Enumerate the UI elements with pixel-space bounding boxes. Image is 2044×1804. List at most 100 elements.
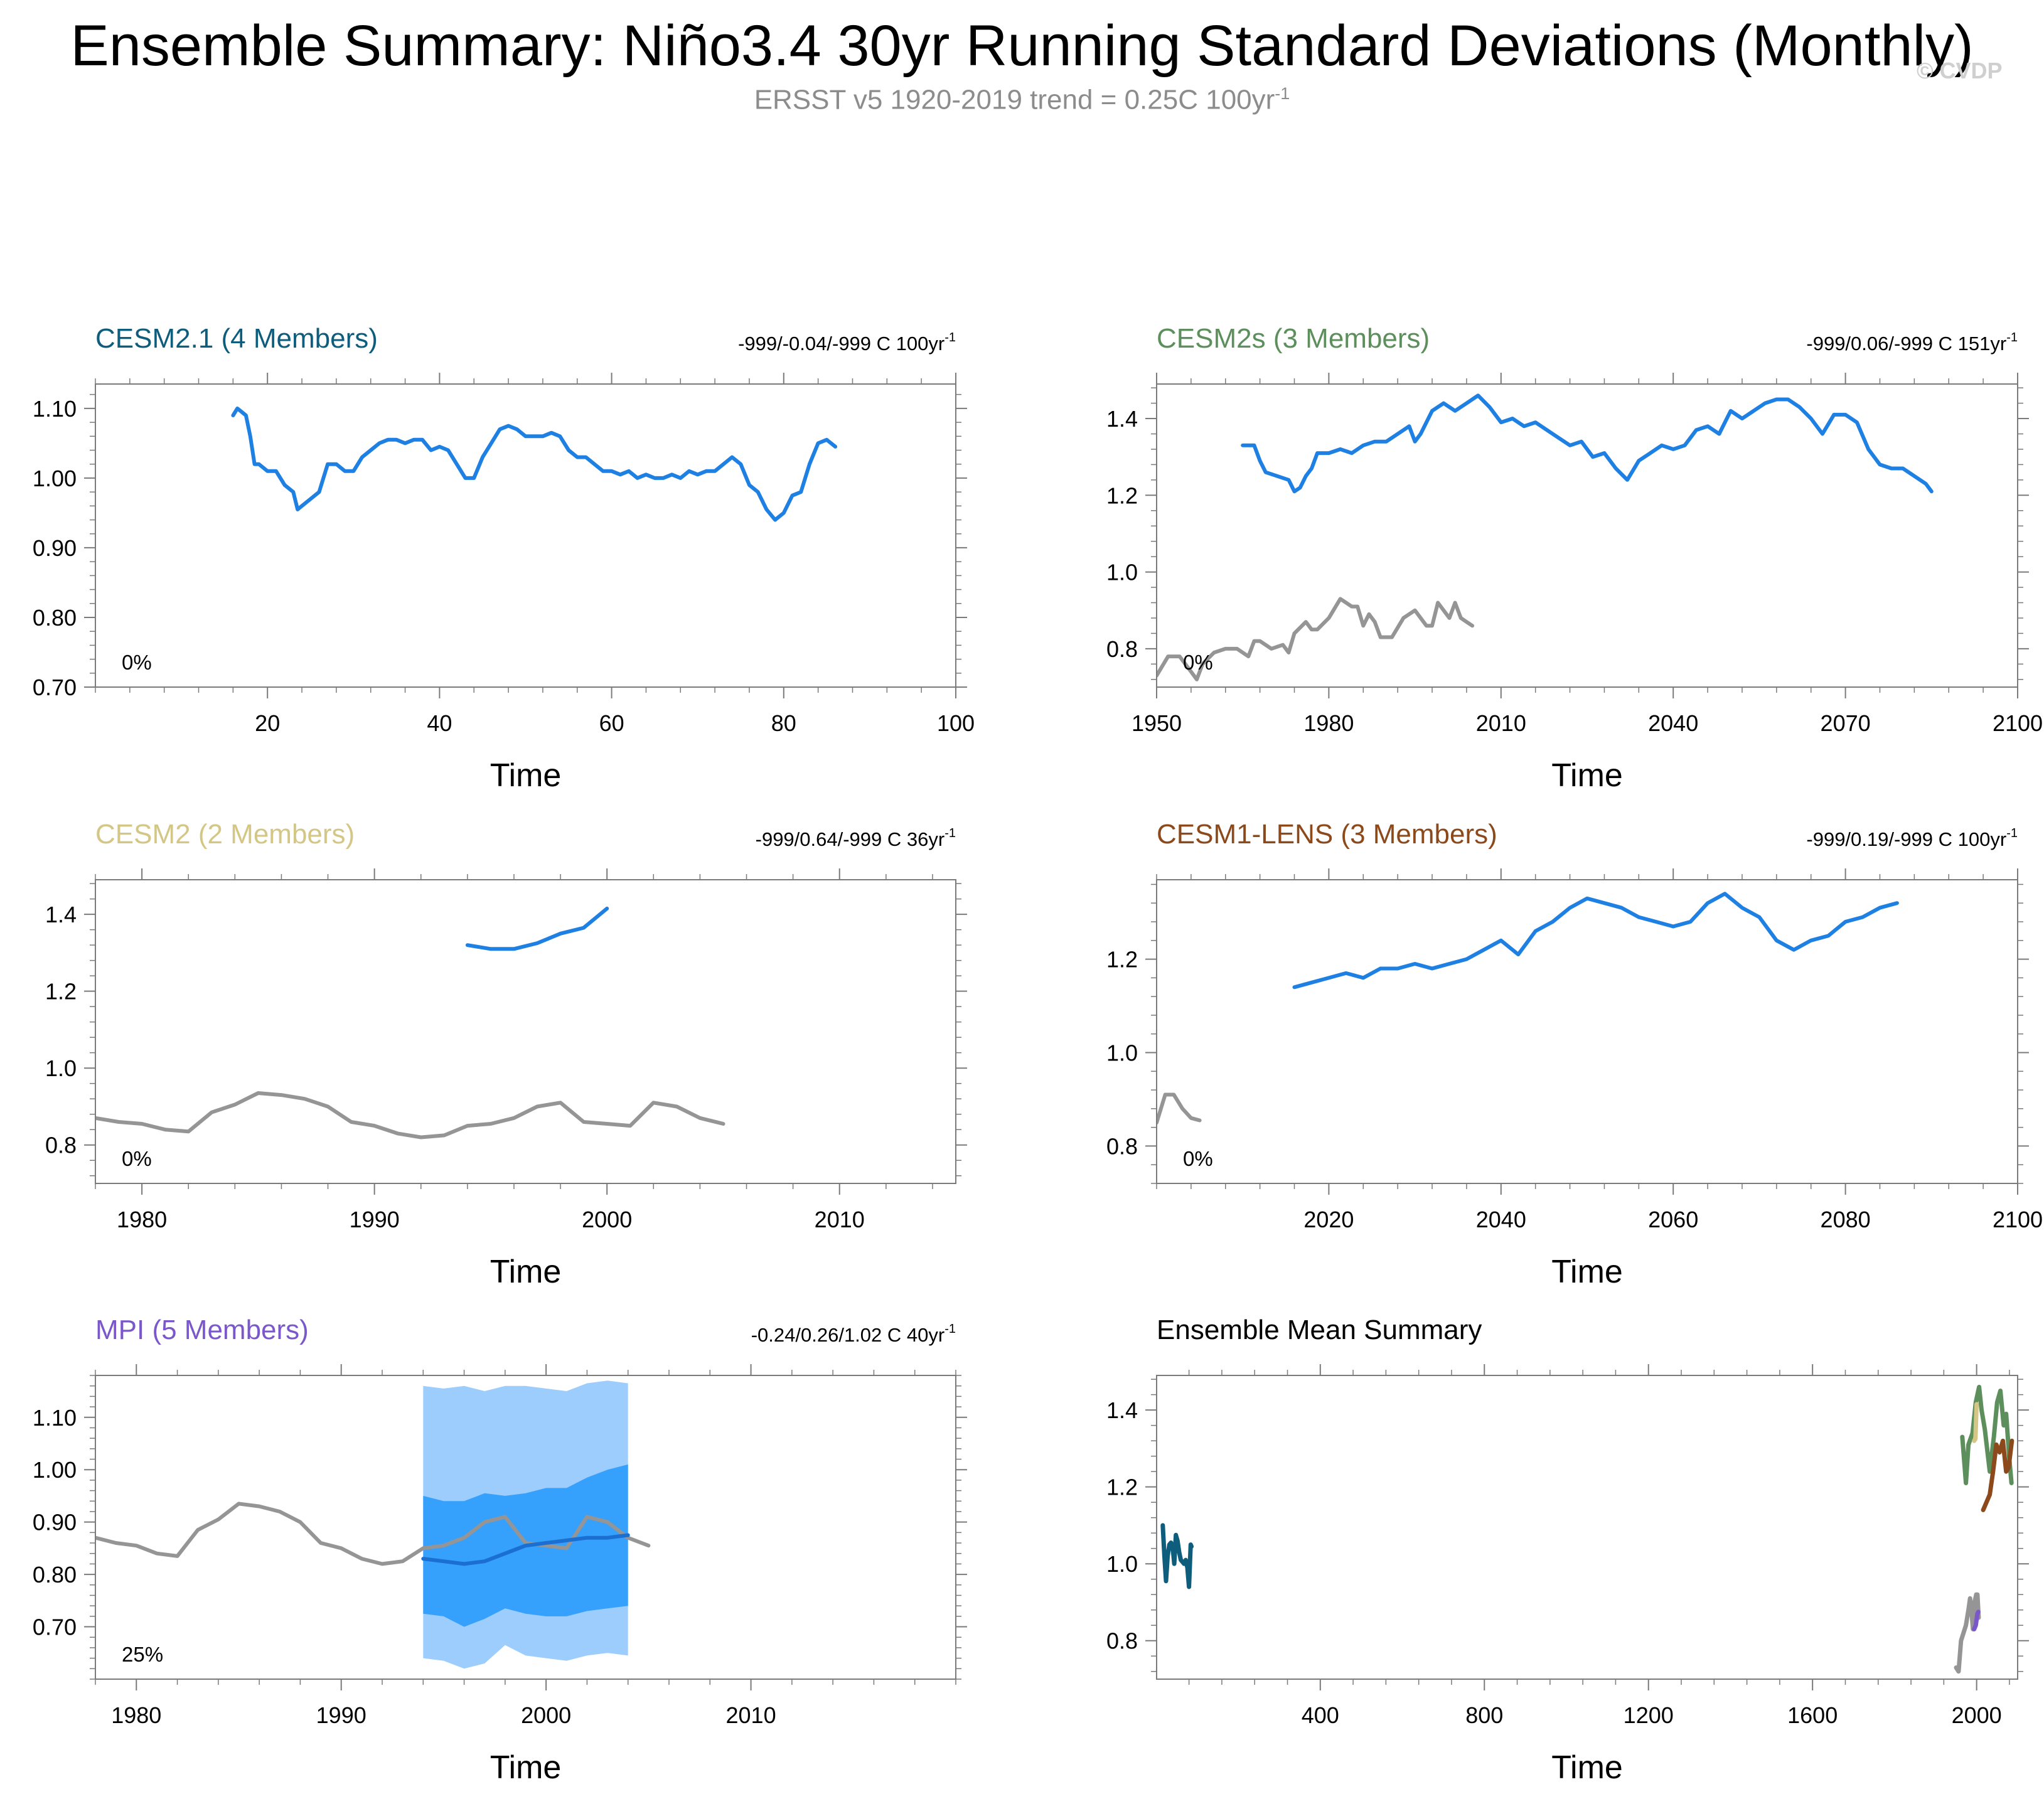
panel-title-mpi: MPI (5 Members) bbox=[95, 1315, 309, 1345]
subtitle-superscript: -1 bbox=[1275, 84, 1290, 103]
plot-frame bbox=[95, 383, 956, 688]
x-tick-label: 1980 bbox=[111, 1702, 161, 1728]
x-tick-label: 80 bbox=[771, 710, 796, 736]
panel-title-cesm1lens: CESM1-LENS (3 Members) bbox=[1157, 819, 1497, 850]
y-tick-label: 1.4 bbox=[1106, 1397, 1138, 1423]
trend-annotation-cesm2: -999/0.64/-999 C 36yr-1 bbox=[756, 826, 956, 850]
subtitle-text: ERSST v5 1920-2019 trend = 0.25C 100yr bbox=[754, 84, 1275, 115]
percent-label-cesm21: 0% bbox=[122, 651, 152, 674]
data-layer-cesm1lens bbox=[1157, 892, 1899, 1125]
data-layer-cesm2s bbox=[1157, 393, 1934, 681]
y-tick-label: 0.80 bbox=[33, 1562, 77, 1588]
y-tick-label: 0.80 bbox=[33, 605, 77, 631]
series-line-ersst-v5 bbox=[95, 1502, 651, 1566]
x-tick-label: 1950 bbox=[1132, 710, 1182, 736]
series-line-ensemble bbox=[231, 406, 838, 522]
percent-label-mpi: 25% bbox=[122, 1643, 163, 1666]
trend-annotation-cesm2s: -999/0.06/-999 C 151yr-1 bbox=[1806, 331, 2018, 355]
panel-title-cesm2s: CESM2s (3 Members) bbox=[1157, 323, 1430, 354]
data-layer-cesm21 bbox=[231, 406, 838, 522]
figure-title: Ensemble Summary: Niño3.4 30yr Running S… bbox=[70, 14, 1974, 78]
series-line-ensemble bbox=[1241, 393, 1934, 494]
y-tick-label: 1.10 bbox=[33, 1405, 77, 1431]
x-tick-label: 2000 bbox=[582, 1207, 632, 1232]
y-tick-label: 1.2 bbox=[45, 979, 77, 1005]
plot-frame bbox=[1156, 879, 2018, 1184]
y-tick-label: 0.70 bbox=[33, 675, 77, 700]
panel-title-summary: Ensemble Mean Summary bbox=[1157, 1315, 1482, 1345]
y-tick-label: 1.0 bbox=[45, 1055, 77, 1081]
plot-frame bbox=[1156, 383, 2018, 688]
chart-panel-summary: Ensemble Mean Summary 400 800 1200 1600 2000 0… bbox=[1106, 1315, 2029, 1786]
series-line-ersst-v5 bbox=[95, 1091, 725, 1140]
y-tick-label: 0.8 bbox=[1106, 1133, 1138, 1159]
percent-label-cesm2: 0% bbox=[122, 1147, 152, 1170]
x-tick-label: 2040 bbox=[1648, 710, 1698, 736]
series-line-ersst-v5 bbox=[1157, 1092, 1202, 1125]
y-tick-label: 1.00 bbox=[33, 466, 77, 491]
chart-panel-mpi: MPI (5 Members) -0.24/0.26/1.02 C 40yr-1 1… bbox=[33, 1315, 967, 1786]
x-tick-label: 2060 bbox=[1648, 1207, 1698, 1232]
x-tick-label: 1990 bbox=[350, 1207, 400, 1232]
plot-frame bbox=[1156, 1375, 2018, 1680]
trend-annotation-cesm21: -999/-0.04/-999 C 100yr-1 bbox=[738, 331, 956, 355]
y-tick-label: 1.0 bbox=[1106, 1040, 1138, 1066]
y-tick-label: 1.2 bbox=[1106, 483, 1138, 508]
x-tick-label: 1980 bbox=[117, 1207, 167, 1232]
x-tick-label: 2080 bbox=[1821, 1207, 1871, 1232]
x-tick-label: 2010 bbox=[815, 1207, 865, 1232]
series-line-ersst-v5 bbox=[1157, 597, 1475, 681]
chart-panel-cesm2s: CESM2s (3 Members) -999/0.06/-999 C 151yr… bbox=[1106, 323, 2043, 794]
y-tick-label: 0.8 bbox=[1106, 1628, 1138, 1654]
x-axis-title-cesm21: Time bbox=[490, 757, 562, 794]
data-layer-cesm2 bbox=[95, 906, 725, 1140]
trend-superscript: -1 bbox=[944, 331, 956, 344]
series-line-ersst-v5 bbox=[1954, 1592, 1981, 1674]
y-tick-label: 1.10 bbox=[33, 396, 77, 422]
series-line-cesm2-1 bbox=[1160, 1523, 1194, 1589]
x-tick-label: 40 bbox=[427, 710, 452, 736]
x-tick-label: 2000 bbox=[521, 1702, 571, 1728]
trend-text: -999/0.64/-999 C 36yr bbox=[756, 828, 945, 850]
y-tick-label: 1.2 bbox=[1106, 947, 1138, 973]
y-tick-label: 1.4 bbox=[45, 902, 77, 927]
x-tick-label: 2100 bbox=[1993, 710, 2043, 736]
plot-frame bbox=[95, 1375, 956, 1680]
x-tick-label: 1980 bbox=[1303, 710, 1354, 736]
trend-text: -999/0.19/-999 C 100yr bbox=[1806, 828, 2006, 850]
trend-text: -999/0.06/-999 C 151yr bbox=[1806, 333, 2006, 355]
x-axis-title-mpi: Time bbox=[490, 1749, 562, 1786]
series-line-cesm2s bbox=[1960, 1384, 2014, 1485]
x-tick-label: 2010 bbox=[1476, 710, 1526, 736]
trend-text: -999/-0.04/-999 C 100yr bbox=[738, 333, 944, 355]
data-layer-summary bbox=[1160, 1384, 2015, 1674]
series-line-ensemble bbox=[465, 906, 609, 951]
y-tick-label: 1.00 bbox=[33, 1457, 77, 1483]
x-tick-label: 2010 bbox=[726, 1702, 776, 1728]
x-tick-label: 100 bbox=[937, 710, 975, 736]
trend-superscript: -1 bbox=[944, 1322, 956, 1336]
y-tick-label: 1.4 bbox=[1106, 406, 1138, 432]
x-tick-label: 2100 bbox=[1993, 1207, 2043, 1232]
y-tick-label: 1.2 bbox=[1106, 1475, 1138, 1500]
x-tick-label: 60 bbox=[599, 710, 624, 736]
panel-title-cesm2: CESM2 (2 Members) bbox=[95, 819, 355, 850]
y-tick-label: 0.90 bbox=[33, 1510, 77, 1535]
chart-panel-cesm21: CESM2.1 (4 Members) -999/-0.04/-999 C 100… bbox=[33, 323, 975, 794]
percent-label-cesm2s: 0% bbox=[1183, 651, 1213, 674]
trend-superscript: -1 bbox=[2006, 826, 2018, 840]
y-tick-label: 1.0 bbox=[1106, 1551, 1138, 1577]
trend-annotation-mpi: -0.24/0.26/1.02 C 40yr-1 bbox=[751, 1322, 956, 1346]
series-line-ensemble bbox=[1292, 892, 1899, 990]
data-layer-mpi bbox=[95, 1380, 651, 1669]
x-axis-title-cesm1lens: Time bbox=[1551, 1254, 1623, 1290]
trend-text: -0.24/0.26/1.02 C 40yr bbox=[751, 1324, 944, 1346]
x-tick-label: 20 bbox=[255, 710, 280, 736]
panel-title-cesm21: CESM2.1 (4 Members) bbox=[95, 323, 378, 354]
x-tick-label: 800 bbox=[1465, 1702, 1503, 1728]
trend-superscript: -1 bbox=[2006, 331, 2018, 344]
trend-superscript: -1 bbox=[944, 826, 956, 840]
x-axis-title-cesm2s: Time bbox=[1551, 757, 1623, 794]
x-tick-label: 2070 bbox=[1821, 710, 1871, 736]
x-tick-label: 1200 bbox=[1624, 1702, 1674, 1728]
